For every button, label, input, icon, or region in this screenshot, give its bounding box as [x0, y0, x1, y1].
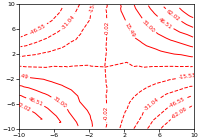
- Text: -62.06: -62.06: [171, 106, 188, 120]
- Text: -15.53: -15.53: [178, 73, 197, 80]
- Text: -46.55: -46.55: [28, 23, 46, 36]
- Text: -46.55: -46.55: [168, 96, 186, 108]
- Text: 62.02: 62.02: [15, 101, 32, 113]
- Text: 62.02: 62.02: [165, 9, 181, 22]
- Text: -31.04: -31.04: [61, 15, 76, 31]
- Text: 31.00: 31.00: [52, 96, 68, 109]
- Text: 46.51: 46.51: [27, 96, 44, 107]
- Text: -0.02: -0.02: [104, 21, 109, 35]
- Text: 15.49: 15.49: [12, 72, 28, 80]
- Text: -0.02: -0.02: [104, 106, 109, 120]
- Text: -15.53: -15.53: [89, 0, 98, 14]
- Text: 46.51: 46.51: [157, 17, 173, 30]
- Text: -31.04: -31.04: [143, 97, 160, 112]
- Text: 15.49: 15.49: [123, 22, 135, 38]
- Text: 31.00: 31.00: [141, 19, 156, 33]
